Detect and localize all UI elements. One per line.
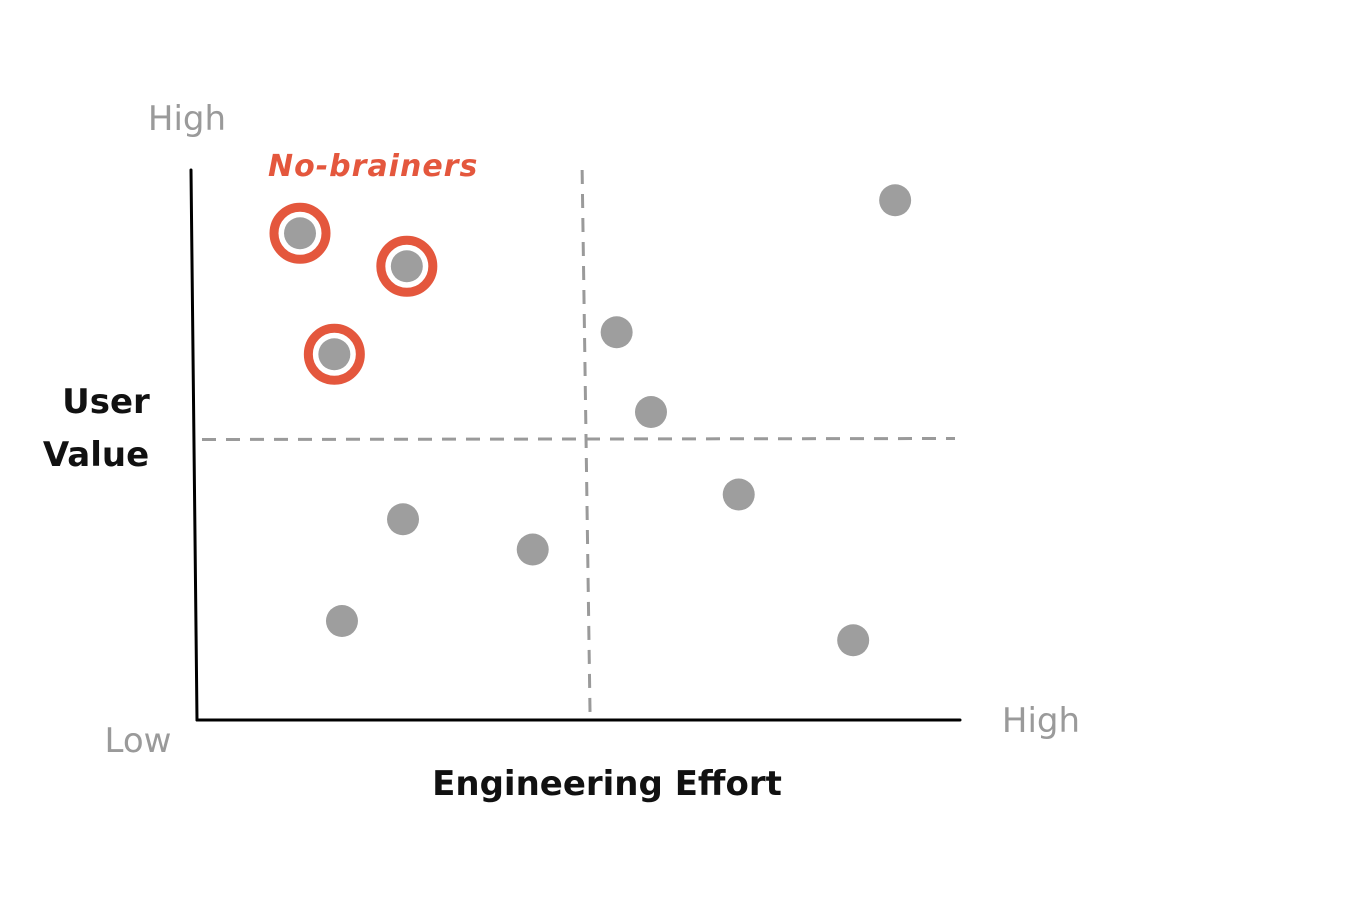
quadrant-dividers bbox=[201, 169, 956, 721]
y-axis-label-line-2: Value bbox=[43, 435, 149, 475]
data-point-8 bbox=[387, 503, 420, 536]
axes bbox=[189, 168, 962, 722]
data-point-4 bbox=[879, 184, 912, 217]
data-point-9 bbox=[516, 533, 549, 566]
data-point-1 bbox=[284, 217, 317, 250]
x-axis-label: Engineering Effort bbox=[432, 764, 782, 804]
x-axis-high-label: High bbox=[1002, 701, 1080, 741]
y-axis-line bbox=[189, 168, 199, 722]
horizontal-divider bbox=[201, 437, 956, 441]
y-axis-high-label: High bbox=[148, 99, 226, 139]
data-point-2 bbox=[390, 250, 423, 283]
x-axis-low-label: Low bbox=[105, 721, 172, 761]
data-point-7 bbox=[722, 478, 755, 511]
data-points bbox=[269, 184, 912, 657]
data-point-6 bbox=[634, 396, 667, 428]
vertical-divider bbox=[580, 169, 592, 721]
data-point-10 bbox=[325, 605, 358, 637]
data-point-3 bbox=[318, 338, 351, 371]
data-point-11 bbox=[837, 624, 870, 657]
no-brainers-annotation: No-brainers bbox=[268, 149, 478, 184]
data-point-5 bbox=[600, 316, 633, 349]
y-axis-label-line-1: User bbox=[62, 382, 150, 422]
